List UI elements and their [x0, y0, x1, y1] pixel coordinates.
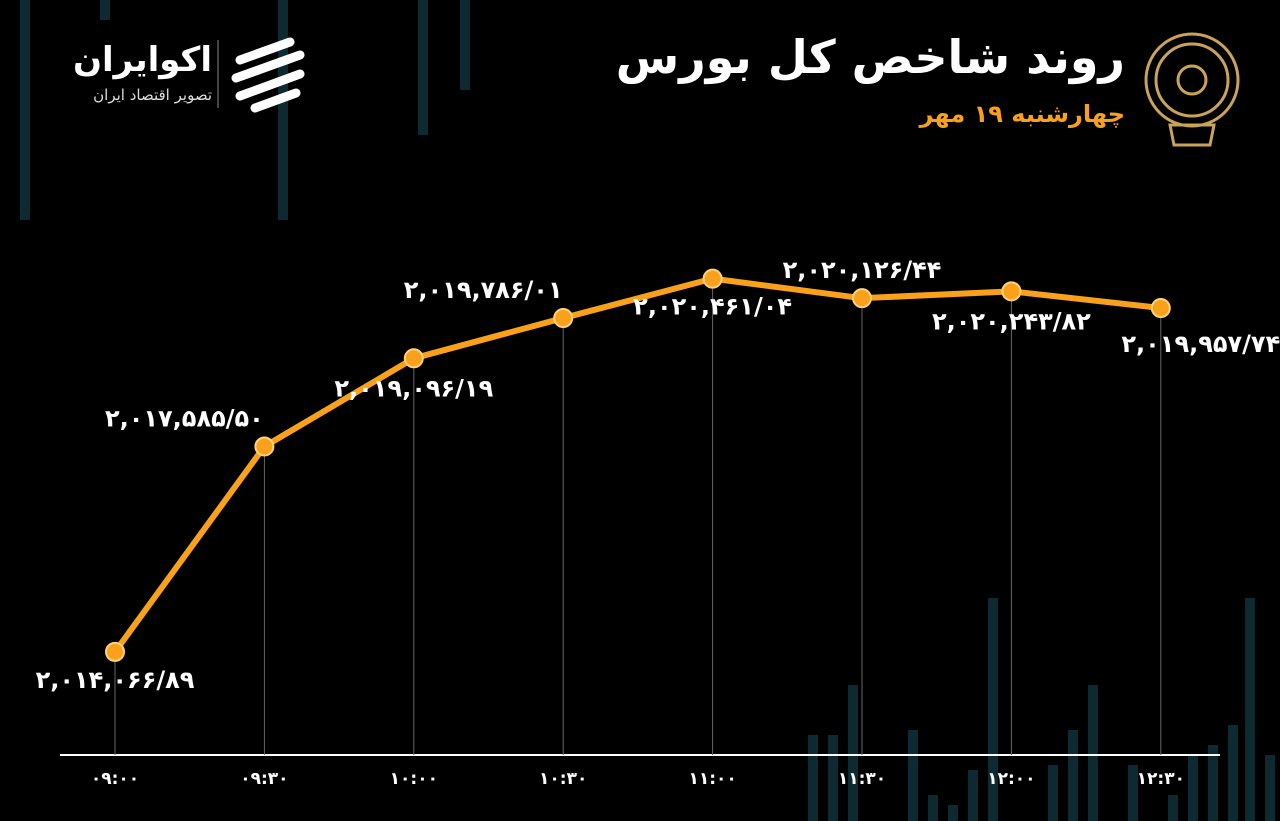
- brand: اکوایران: [73, 40, 212, 80]
- emblem: [1144, 32, 1240, 147]
- value-label: ۲,۰۲۰,۴۶۱/۰۴: [633, 293, 792, 321]
- chart-title: روند شاخص کل بورس: [615, 30, 1125, 84]
- value-label: ۲,۰۲۰,۲۴۳/۸۲: [932, 307, 1091, 335]
- x-tick-label: ۰۹:۳۰: [240, 769, 288, 789]
- x-tick-label: ۱۰:۰۰: [390, 769, 438, 789]
- value-label: ۲,۰۲۰,۱۲۶/۴۴: [783, 256, 942, 284]
- value-label: ۲,۰۱۹,۰۹۶/۱۹: [334, 374, 493, 402]
- x-tick-label: ۰۹:۰۰: [91, 769, 139, 789]
- point: [553, 308, 574, 329]
- x-tick-label: ۱۱:۳۰: [838, 769, 886, 789]
- value-label: ۲,۰۱۴,۰۶۶/۸۹: [36, 666, 195, 694]
- value-label: ۲,۰۱۷,۵۸۵/۵۰: [105, 404, 264, 432]
- line: [112, 275, 1162, 654]
- x-tick-label: ۱۱:۰۰: [688, 769, 736, 789]
- chart-subtitle: چهارشنبه ۱۹ مهر: [919, 100, 1125, 128]
- brand-tagline: تصویر اقتصاد ایران: [93, 86, 212, 104]
- value-label: ۲,۰۱۹,۷۸۶/۰۱: [404, 276, 563, 304]
- point: [254, 436, 275, 457]
- point: [702, 268, 723, 289]
- x-tick-label: ۱۲:۰۰: [987, 769, 1035, 789]
- x-tick-label: ۱۲:۳۰: [1137, 769, 1185, 789]
- point: [852, 288, 872, 309]
- point: [1150, 298, 1171, 319]
- background-bars: [20, 0, 1275, 821]
- logo: [231, 37, 305, 113]
- point: [105, 641, 125, 662]
- point: [1001, 281, 1022, 302]
- point: [403, 348, 424, 369]
- value-label: ۲,۰۱۹,۹۵۷/۷۴: [1121, 330, 1280, 358]
- x-tick-label: ۱۰:۳۰: [539, 769, 587, 789]
